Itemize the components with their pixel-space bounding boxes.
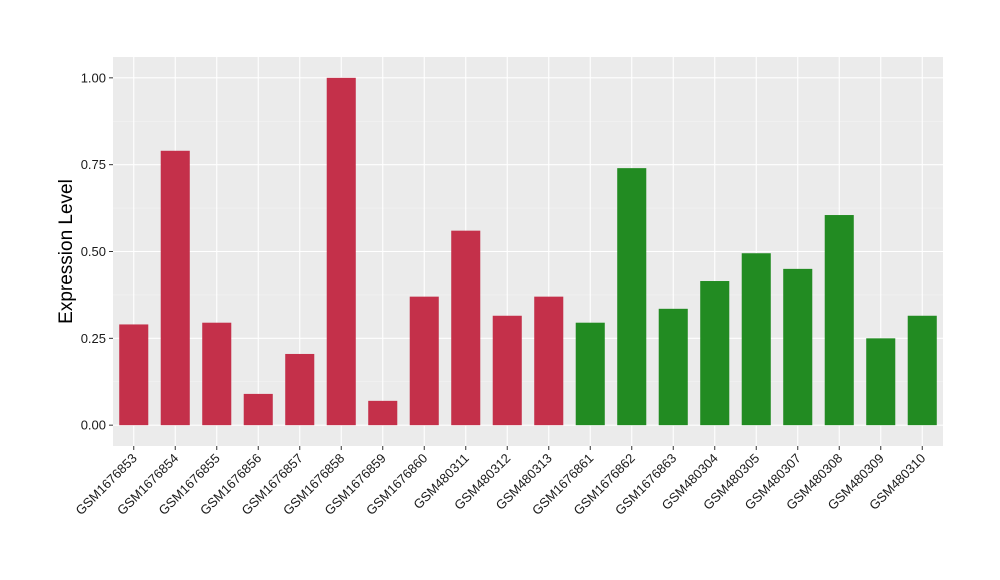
- bar-gsm480309: [866, 338, 896, 426]
- bar-gsm480313: [534, 296, 564, 426]
- bar-gsm1676856: [243, 393, 273, 426]
- bar-gsm480310: [907, 315, 937, 426]
- bar-gsm1676860: [409, 296, 439, 426]
- y-axis: 0.00 0.25 0.50 0.75 1.00: [81, 70, 113, 433]
- y-tick-label: 0.50: [81, 244, 106, 259]
- x-axis: GSM1676853GSM1676854GSM1676855GSM1676856…: [73, 446, 928, 518]
- bar-gsm1676853: [119, 324, 149, 426]
- bar-gsm480312: [492, 315, 522, 426]
- bar-gsm480311: [451, 230, 481, 426]
- y-tick-label: 0.25: [81, 331, 106, 346]
- y-tick-label: 0.75: [81, 157, 106, 172]
- bar-gsm1676854: [160, 150, 190, 426]
- bar-gsm480305: [741, 253, 771, 426]
- bar-gsm480304: [700, 281, 730, 426]
- bar-gsm1676857: [285, 353, 315, 426]
- bars: [119, 77, 937, 426]
- bar-gsm1676863: [658, 308, 688, 426]
- bar-gsm1676858: [326, 77, 356, 426]
- y-axis-title: Expression Level: [56, 179, 77, 324]
- bar-gsm1676859: [368, 400, 398, 426]
- bar-gsm480307: [783, 268, 813, 426]
- bar-gsm480308: [824, 215, 854, 426]
- y-tick-label: 1.00: [81, 70, 106, 85]
- bar-gsm1676862: [617, 168, 647, 426]
- bar-gsm1676861: [575, 322, 605, 426]
- bar-gsm1676855: [202, 322, 232, 426]
- y-tick-label: 0.00: [81, 418, 106, 433]
